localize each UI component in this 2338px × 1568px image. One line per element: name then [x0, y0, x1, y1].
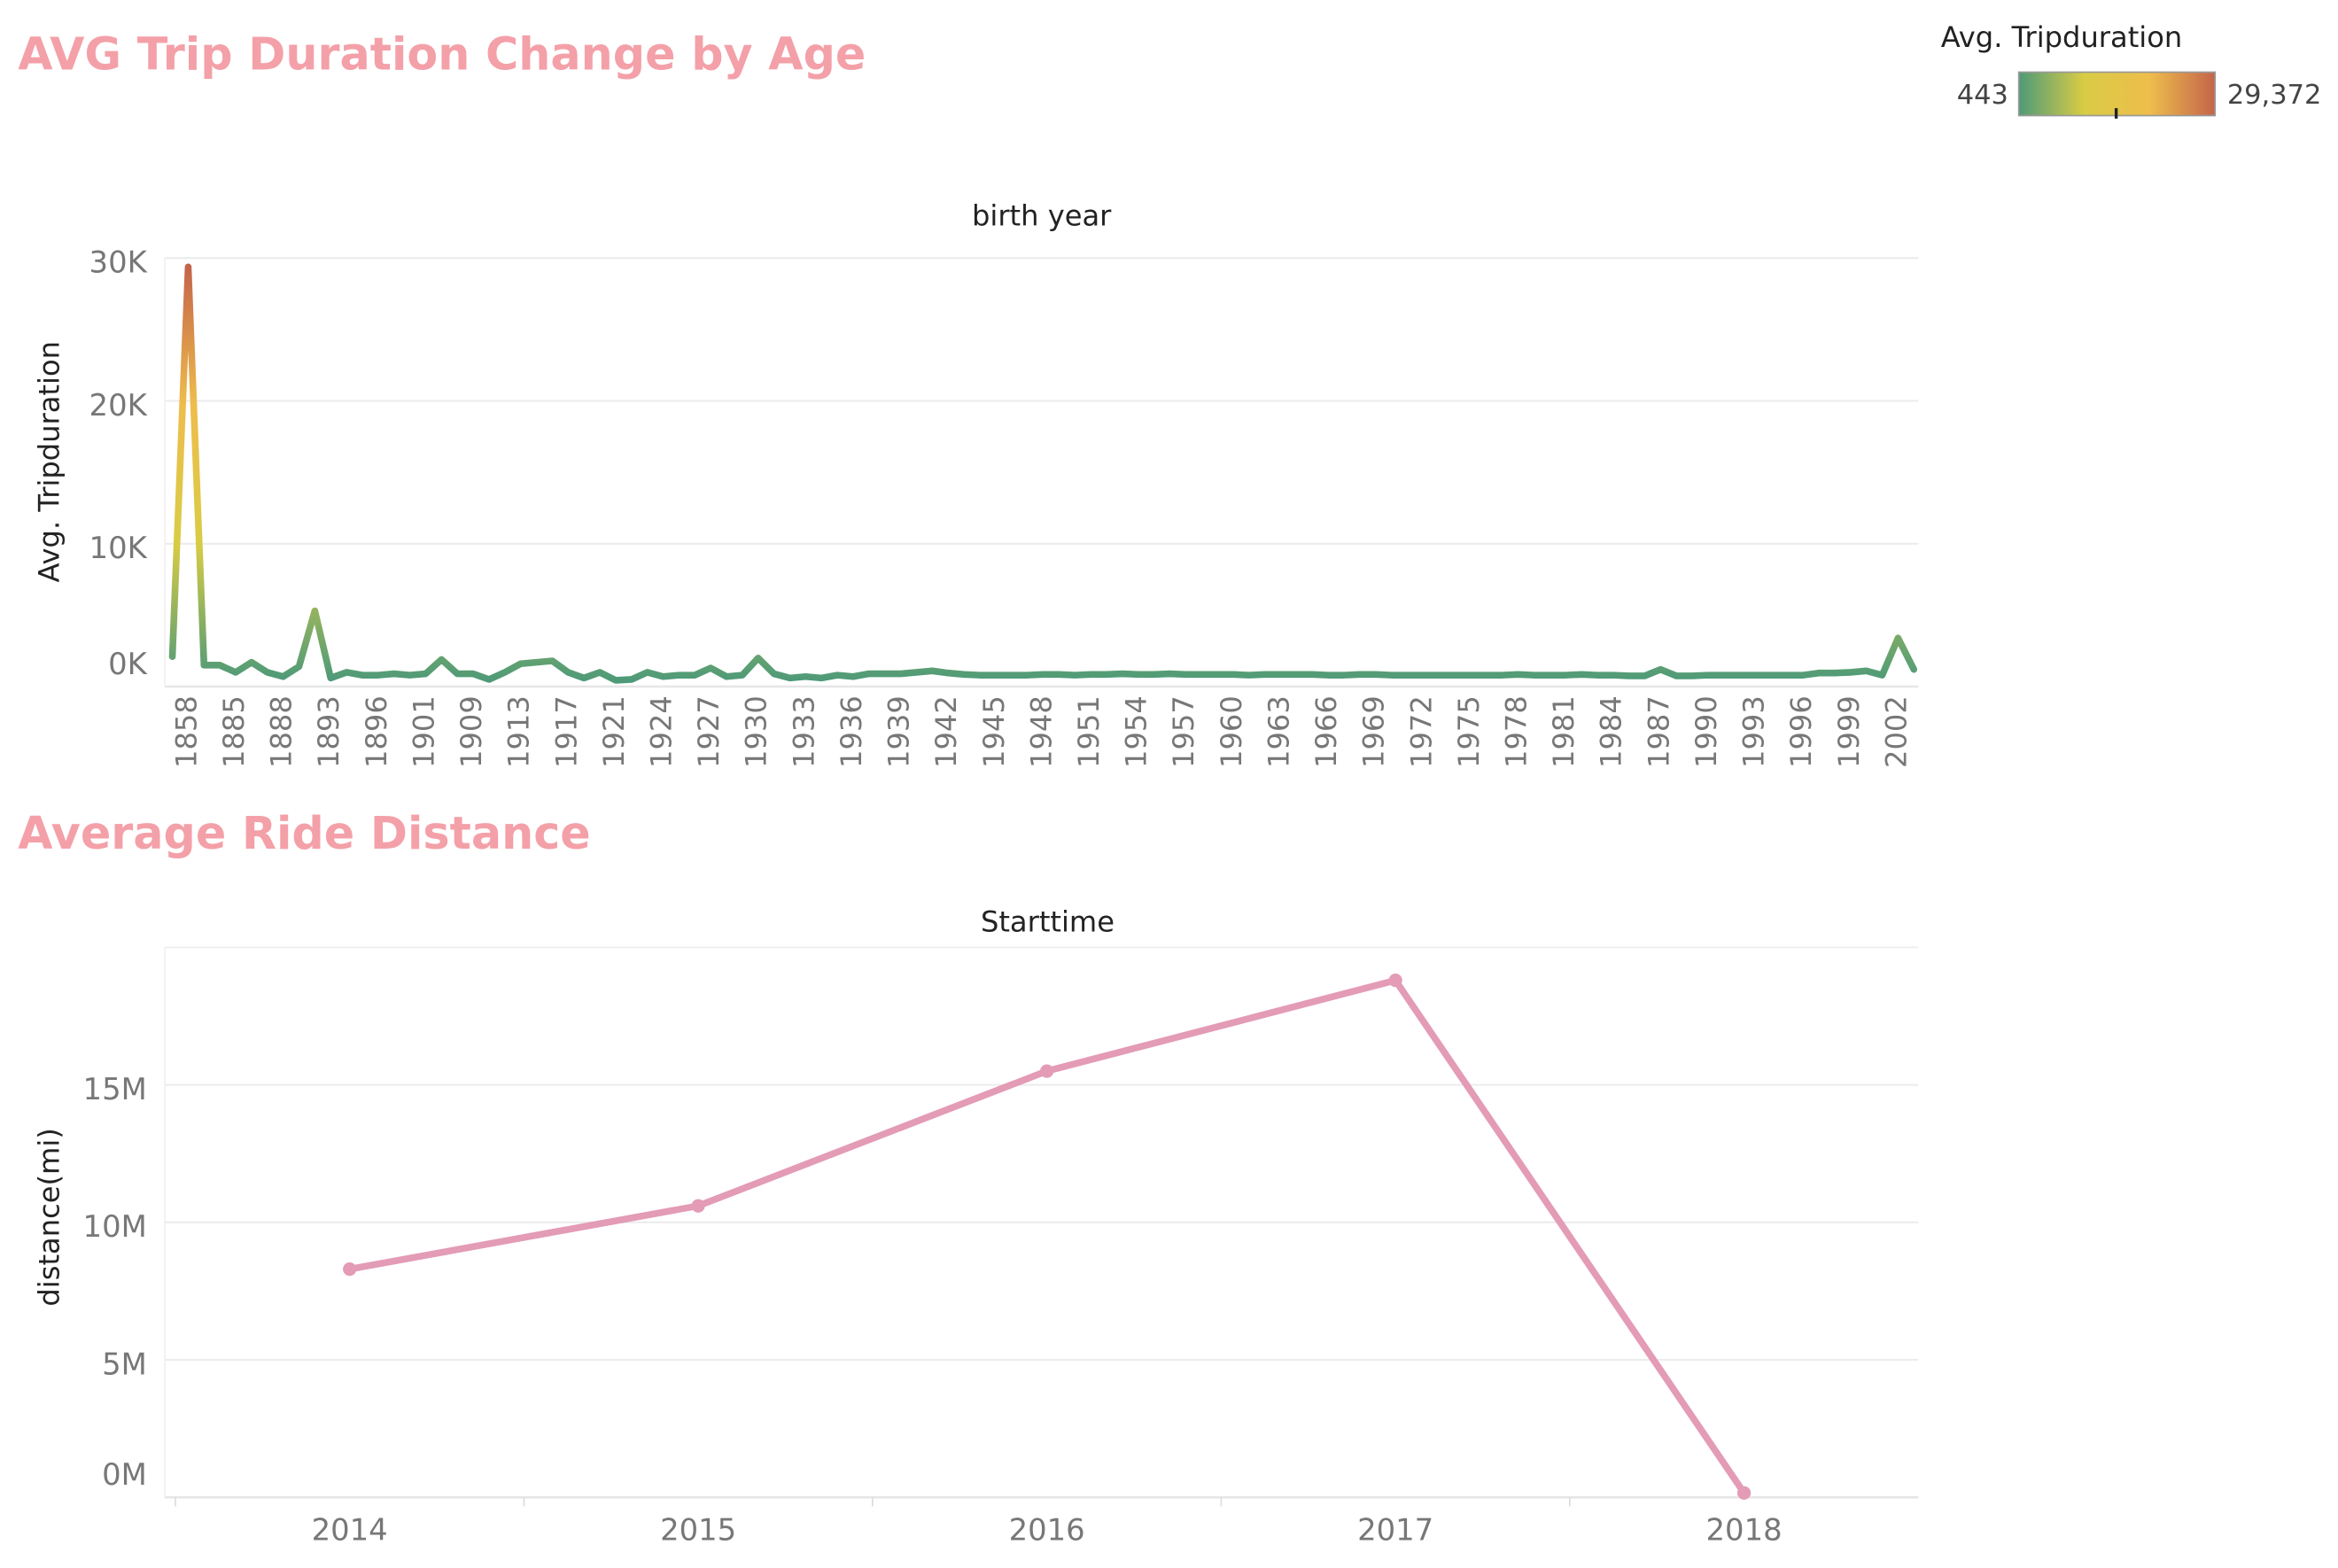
legend-title: Avg. Tripduration	[1941, 20, 2183, 54]
x-tick-label: 1901	[407, 695, 440, 768]
x-tick-label: 1945	[977, 695, 1011, 768]
x-tick-label: 1981	[1547, 695, 1581, 768]
x-tick-label: 1933	[787, 695, 820, 768]
x-tick-label: 2016	[1009, 1513, 1085, 1548]
x-tick-label: 1990	[1689, 695, 1723, 768]
x-tick-label: 1913	[502, 695, 536, 768]
x-tick-label: 1936	[835, 695, 868, 768]
x-tick-label: 1930	[740, 695, 773, 768]
chart-title: Average Ride Distance	[18, 807, 590, 859]
x-tick-label: 1957	[1167, 695, 1200, 768]
x-tick-label: 1885	[217, 695, 251, 768]
x-tick-label: 1966	[1309, 695, 1343, 768]
y-tick-label: 15M	[83, 1072, 147, 1106]
x-tick-label: 1960	[1215, 695, 1248, 768]
x-tick-label: 1951	[1072, 695, 1106, 768]
x-tick-label: 1939	[882, 695, 916, 768]
y-tick-label: 10M	[83, 1209, 147, 1244]
data-point	[343, 1261, 357, 1277]
x-tick-label: 2017	[1357, 1513, 1433, 1548]
y-tick-label: 5M	[102, 1347, 147, 1381]
x-tick-label: 2015	[660, 1513, 736, 1548]
x-tick-label: 1954	[1120, 695, 1153, 768]
y-tick-label: 30K	[89, 245, 148, 279]
x-tick-label: 1896	[360, 695, 393, 768]
x-tick-label: 1978	[1500, 695, 1534, 768]
x-tick-label: 1975	[1452, 695, 1486, 768]
x-axis-title: Starttime	[981, 904, 1115, 938]
x-tick-label: 1987	[1642, 695, 1675, 768]
x-tick-label: 1921	[597, 695, 631, 768]
x-tick-label: 1858	[169, 695, 203, 768]
y-axis-title: Avg. Tripduration	[33, 341, 66, 583]
y-tick-label: 10K	[89, 531, 148, 565]
x-tick-label: 1888	[265, 695, 299, 768]
x-tick-label: 1927	[692, 695, 726, 768]
data-point	[1040, 1064, 1054, 1078]
x-tick-label: 2018	[1706, 1513, 1783, 1548]
y-tick-label: 20K	[89, 388, 148, 423]
data-point	[1388, 974, 1402, 988]
x-tick-label: 1993	[1737, 695, 1771, 768]
y-axis-title: distance(mi)	[33, 1128, 66, 1306]
x-tick-label: 1893	[312, 695, 346, 768]
data-line	[168, 263, 1918, 684]
x-tick-label: 1969	[1357, 695, 1391, 768]
x-tick-label: 1972	[1404, 695, 1438, 768]
x-tick-label: 1984	[1595, 695, 1628, 768]
x-tick-label: 1942	[929, 695, 963, 768]
x-tick-label: 1999	[1832, 695, 1866, 768]
x-tick-label: 1924	[645, 695, 679, 768]
legend-min-label: 443	[1957, 80, 2008, 111]
x-tick-label: 2002	[1879, 695, 1913, 768]
chart-title: AVG Trip Duration Change by Age	[18, 28, 866, 81]
data-point	[1736, 1486, 1752, 1500]
x-tick-label: 2014	[312, 1513, 388, 1548]
x-tick-label: 1948	[1024, 695, 1058, 768]
y-tick-label: 0M	[102, 1457, 147, 1492]
y-tick-label: 0K	[108, 647, 148, 681]
data-line	[346, 976, 1748, 1497]
x-tick-label: 1909	[454, 695, 488, 768]
x-tick-label: 1963	[1262, 695, 1295, 768]
x-axis-title: birth year	[972, 199, 1112, 233]
x-tick-label: 1917	[549, 695, 583, 768]
x-tick-label: 1996	[1784, 695, 1818, 768]
legend-max-label: 29,372	[2227, 80, 2322, 111]
data-point	[691, 1199, 705, 1213]
